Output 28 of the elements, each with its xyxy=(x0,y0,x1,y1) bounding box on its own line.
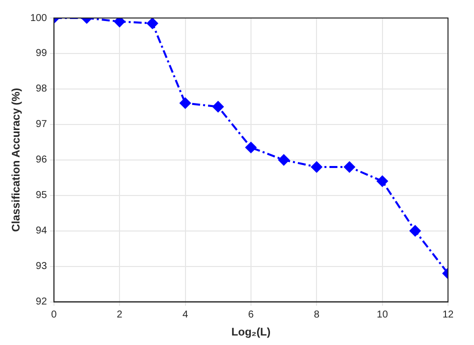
point xyxy=(311,161,322,172)
y-tick-label: 95 xyxy=(36,190,48,202)
point xyxy=(180,98,191,109)
point xyxy=(245,142,256,153)
point xyxy=(146,18,158,29)
y-tick-label: 99 xyxy=(36,48,48,60)
x-tick-label: 0 xyxy=(51,310,58,321)
point xyxy=(212,101,224,112)
y-tick-label: 98 xyxy=(36,84,48,95)
point xyxy=(376,176,388,187)
point xyxy=(278,154,290,166)
y-tick-label: 96 xyxy=(36,154,48,166)
x-tick-label: 2 xyxy=(116,310,123,321)
y-tick-label: 93 xyxy=(36,261,48,272)
point xyxy=(344,161,355,172)
x-tick-label: 12 xyxy=(442,310,454,321)
y-tick-label: 94 xyxy=(36,226,48,237)
point xyxy=(114,18,126,28)
x-tick-label: 10 xyxy=(376,310,388,321)
x-axis-title: Log₂(L) xyxy=(231,326,271,338)
x-tick-label: 6 xyxy=(248,310,254,321)
point xyxy=(410,225,421,236)
y-tick-label: 100 xyxy=(30,12,48,24)
x-tick-label: 4 xyxy=(182,310,188,321)
y-tick-label: 97 xyxy=(36,119,48,130)
y-tick-label: 92 xyxy=(36,296,48,308)
y-axis-title: Classification Accuracy (%) xyxy=(10,88,23,232)
x-tick-label: 8 xyxy=(314,310,320,321)
